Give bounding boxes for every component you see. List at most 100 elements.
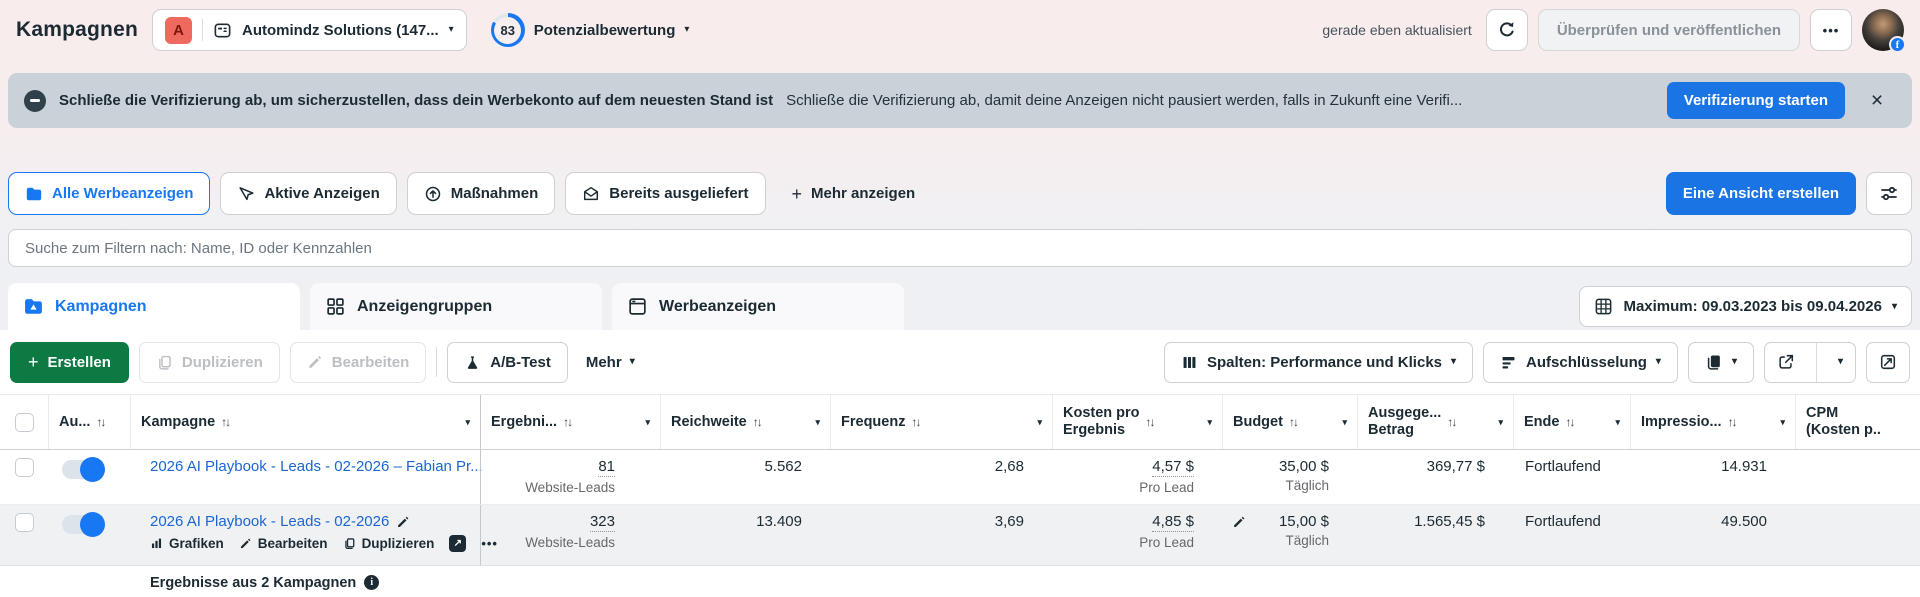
refresh-button[interactable]: [1485, 9, 1528, 51]
campaign-name-link[interactable]: 2026 AI Playbook - Leads - 02-2026: [150, 513, 410, 530]
rename-pencil-icon[interactable]: [396, 515, 410, 529]
sort-icon: ↑↓: [1145, 415, 1156, 429]
edit-action[interactable]: Bearbeiten: [239, 536, 328, 551]
table-toolbar: + Erstellen Duplizieren Bearbeiten A/B-T…: [0, 330, 1920, 394]
tab-campaigns[interactable]: Kampagnen: [8, 283, 300, 330]
column-header-frequency[interactable]: Frequenz ↑↓ ▾: [830, 395, 1052, 449]
ads-page-icon: [629, 298, 646, 315]
row-checkbox[interactable]: [14, 458, 34, 477]
close-icon[interactable]: ×: [1870, 88, 1884, 112]
toolbar-right: Spalten: Performance und Klicks ▾ Aufsch…: [1163, 341, 1910, 383]
chevron-down-icon: ▾: [1731, 356, 1737, 367]
copy-icon: [344, 538, 354, 550]
sort-icon: ↑↓: [752, 415, 763, 429]
reach-value: 5.562: [764, 458, 802, 475]
cursor-arrow-icon: [239, 186, 254, 200]
budget-value: 15,00 $: [1278, 513, 1329, 530]
pencil-icon: [309, 356, 321, 368]
sort-icon: ↑↓: [96, 415, 106, 429]
column-header-campaign[interactable]: Kampagne ↑↓ ▾: [130, 395, 480, 449]
review-publish-button[interactable]: Überprüfen und veröffentlichen: [1537, 9, 1800, 51]
export-split-button: ▾: [1763, 341, 1856, 383]
export-button[interactable]: [1765, 343, 1807, 382]
envelope-icon: [584, 186, 599, 200]
chevron-down-icon: ▾: [1037, 416, 1042, 427]
column-header-reach[interactable]: Reichweite ↑↓ ▾: [660, 395, 830, 449]
cost-per-result-value[interactable]: 4,57 $: [1152, 458, 1194, 477]
chevron-down-icon: ▾: [645, 416, 650, 427]
table-row: 2026 AI Playbook - Leads - 02-2026 – Fab…: [0, 450, 1920, 505]
frequency-value: 3,69: [994, 513, 1024, 530]
search-input[interactable]: [8, 229, 1912, 267]
view-settings-button[interactable]: [1866, 172, 1912, 215]
duplicate-button[interactable]: Duplizieren: [138, 341, 280, 383]
chevron-down-icon: ▾: [465, 416, 470, 427]
campaign-name-link[interactable]: 2026 AI Playbook - Leads - 02-2026 – Fab…: [150, 458, 483, 475]
filter-bar: Alle Werbeanzeigen Aktive Anzeigen Maßna…: [8, 172, 1912, 215]
more-options-button[interactable]: •••: [1810, 9, 1852, 51]
select-all-checkbox[interactable]: [14, 412, 34, 432]
reports-dropdown[interactable]: ▾: [1687, 341, 1754, 383]
folder-icon: [26, 187, 42, 200]
chevron-down-icon: ▾: [1891, 300, 1897, 312]
edit-button[interactable]: Bearbeiten: [289, 341, 427, 383]
results-label: Website-Leads: [525, 480, 615, 495]
columns-icon: [1183, 356, 1196, 368]
end-value: Fortlaufend: [1525, 458, 1601, 475]
tab-adsets[interactable]: Anzeigengruppen: [310, 283, 602, 330]
results-value[interactable]: 323: [589, 513, 615, 532]
account-selector[interactable]: A Automindz Solutions (147... ▾: [152, 9, 467, 51]
columns-dropdown[interactable]: Spalten: Performance und Klicks ▾: [1163, 341, 1474, 383]
row-checkbox[interactable]: [14, 513, 34, 532]
filter-all-ads[interactable]: Alle Werbeanzeigen: [8, 172, 211, 215]
ab-test-button[interactable]: A/B-Test: [447, 341, 568, 383]
filter-active-ads[interactable]: Aktive Anzeigen: [220, 172, 397, 215]
column-header-cost-per-result[interactable]: Kosten pro Ergebnis ↑↓ ▾: [1052, 395, 1222, 449]
cost-per-result-value[interactable]: 4,85 $: [1152, 513, 1194, 532]
info-icon[interactable]: i: [364, 575, 380, 590]
filter-actions[interactable]: Maßnahmen: [406, 172, 556, 215]
column-header-results[interactable]: Ergebni... ↑↓ ▾: [480, 395, 660, 449]
campaign-folder-icon: [25, 299, 42, 314]
column-header-budget[interactable]: Budget ↑↓ ▾: [1222, 395, 1357, 449]
date-range-selector[interactable]: Maximum: 09.03.2023 bis 09.04.2026 ▾: [1579, 286, 1912, 327]
breakdown-dropdown[interactable]: Aufschlüsselung ▾: [1483, 341, 1678, 383]
export-options-button[interactable]: ▾: [1826, 343, 1855, 382]
start-verification-button[interactable]: Verifizierung starten: [1666, 82, 1845, 119]
results-value[interactable]: 81: [598, 458, 615, 477]
row-more-actions[interactable]: •••: [481, 536, 498, 551]
top-bar: Kampagnen A Automindz Solutions (147... …: [0, 0, 1920, 60]
charts-action[interactable]: Grafiken: [150, 536, 224, 551]
pencil-icon: [240, 538, 251, 549]
budget-value: 35,00 $: [1278, 458, 1329, 475]
column-header-end[interactable]: Ende ↑↓ ▾: [1513, 395, 1630, 449]
impressions-value: 14.931: [1721, 458, 1767, 475]
chevron-down-icon: ▾: [1207, 416, 1212, 427]
create-view-button[interactable]: Eine Ansicht erstellen: [1665, 172, 1856, 215]
ad-sets-grid-icon: [327, 298, 344, 315]
sort-icon: ↑↓: [221, 415, 231, 429]
column-header-impressions[interactable]: Impressio... ↑↓ ▾: [1630, 395, 1795, 449]
edit-budget-pencil-icon[interactable]: [1232, 515, 1246, 529]
campaign-toggle-on[interactable]: [62, 457, 105, 482]
table-header: Au... ↑↓ Kampagne ↑↓ ▾ Ergebni... ↑↓ ▾ R…: [0, 394, 1920, 450]
open-charts-button[interactable]: [1866, 341, 1910, 383]
more-dropdown[interactable]: Mehr ▾: [585, 353, 635, 371]
column-header-toggle[interactable]: Au... ↑↓: [48, 395, 130, 449]
duplicate-action[interactable]: Duplizieren: [343, 536, 434, 551]
last-updated-text: gerade eben aktualisiert: [1322, 22, 1472, 38]
tab-ads[interactable]: Werbeanzeigen: [612, 283, 904, 330]
campaign-toggle-on[interactable]: [62, 512, 105, 537]
column-header-amount-spent[interactable]: Ausgege... Betrag ↑↓ ▾: [1357, 395, 1513, 449]
filter-show-more[interactable]: + Mehr anzeigen: [791, 183, 916, 204]
filter-already-delivered[interactable]: Bereits ausgeliefert: [565, 172, 766, 215]
user-avatar[interactable]: f: [1862, 9, 1906, 53]
view-chart-action[interactable]: ↗: [449, 535, 467, 552]
sort-icon: ↑↓: [1447, 415, 1457, 429]
potential-score-dropdown[interactable]: 83 Potenzialbewertung ▾: [490, 13, 689, 47]
date-range-value: Maximum: 09.03.2023 bis 09.04.2026: [1623, 298, 1882, 315]
chevron-down-icon: ▾: [1655, 356, 1661, 367]
create-campaign-button[interactable]: + Erstellen: [10, 341, 129, 383]
column-header-cpm[interactable]: CPM (Kosten p..: [1795, 395, 1920, 449]
table-footer: Ergebnisse aus 2 Kampagnen i: [0, 565, 1920, 597]
